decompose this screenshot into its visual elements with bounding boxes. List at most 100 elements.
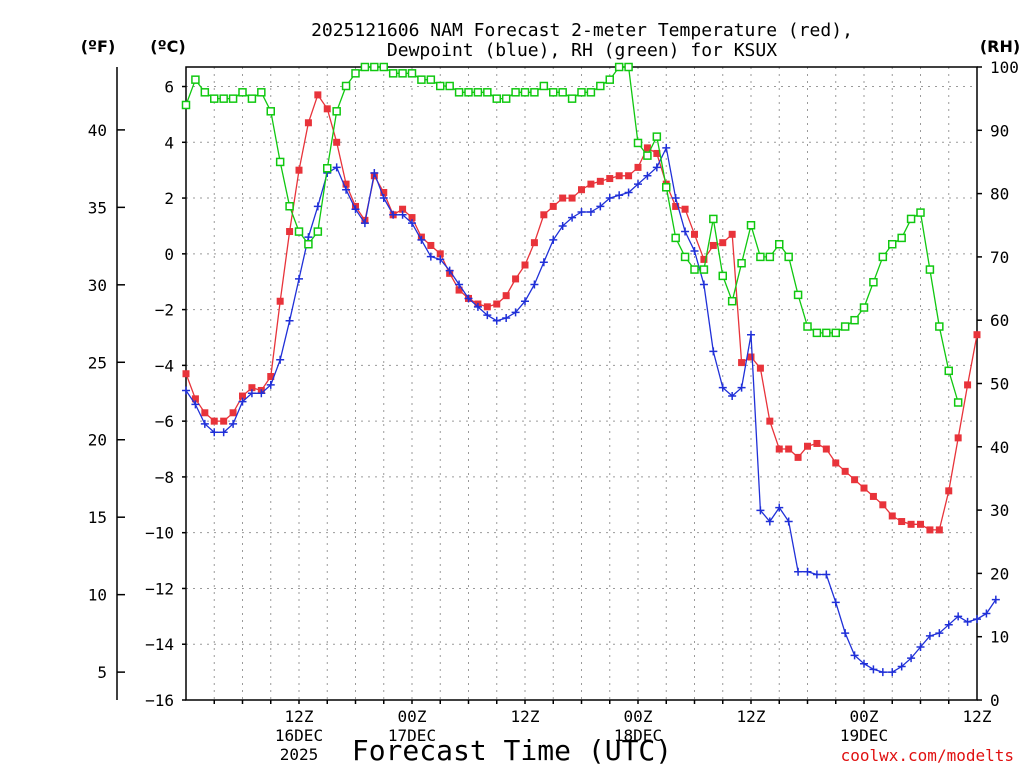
rh-point	[549, 88, 558, 97]
x-tick-label: 16DEC	[275, 726, 323, 745]
dewpoint-point	[229, 419, 238, 428]
rh-point	[718, 271, 727, 281]
dewpoint-point	[492, 316, 501, 325]
temperature-point	[267, 373, 275, 381]
temperature-point	[822, 445, 830, 453]
rh-point	[577, 88, 586, 97]
temperature-point	[229, 409, 237, 417]
dewpoint-point	[963, 617, 972, 626]
temperature-point	[860, 484, 868, 492]
temperature-point	[606, 175, 614, 183]
temperature-point	[314, 91, 322, 99]
temperature-point	[549, 202, 557, 210]
rh-point	[191, 75, 200, 84]
dewpoint-point	[304, 233, 313, 242]
dewpoint-point	[652, 163, 661, 172]
temperature-point	[785, 445, 793, 453]
dewpoint-point	[624, 188, 633, 197]
rh-point	[492, 94, 501, 103]
temperature-point	[182, 370, 190, 378]
temperature-point	[304, 119, 312, 127]
rh-point	[426, 75, 436, 84]
temperature-point	[625, 172, 633, 180]
temperature-point	[719, 239, 727, 247]
rh-point	[539, 81, 549, 91]
dewpoint-point	[568, 213, 577, 222]
temperature-point	[832, 459, 840, 467]
dewpoint-point	[530, 280, 539, 289]
rh-tick-label: 50	[990, 375, 1009, 394]
dewpoint-point	[398, 210, 407, 219]
temperature-point	[587, 180, 595, 188]
dewpoint-point	[662, 143, 671, 152]
dewpoint-point	[238, 397, 247, 406]
x-axis-title: Forecast Time (UTC)	[352, 734, 672, 767]
grid-layer	[186, 67, 977, 700]
dewpoint-point	[794, 567, 803, 576]
dewpoint-point	[897, 662, 906, 671]
rh-point	[407, 69, 417, 78]
dewpoint-point	[784, 517, 793, 526]
dewpoint-point	[756, 506, 765, 515]
temperature-point	[888, 512, 896, 520]
rh-point	[586, 88, 596, 97]
rh-point	[266, 107, 275, 116]
fahrenheit-tick-label: 10	[88, 586, 107, 605]
x-tick-label: 00Z	[850, 707, 879, 726]
celsius-tick-label: −2	[155, 301, 174, 320]
rh-point	[935, 322, 944, 331]
rh-point	[840, 322, 850, 331]
fahrenheit-tick-label: 40	[88, 121, 107, 140]
temperature-point	[775, 445, 783, 453]
dewpoint-point	[907, 654, 916, 663]
rh-point	[699, 265, 709, 274]
rh-point	[360, 62, 370, 72]
dewpoint-point	[643, 171, 652, 180]
rh-point	[454, 88, 464, 97]
rh-point	[869, 277, 878, 287]
rh-point	[370, 62, 379, 72]
dewpoint-point	[690, 247, 699, 256]
celsius-tick-label: 4	[164, 133, 174, 152]
temperature-point	[191, 395, 199, 403]
x-tick-label: 12Z	[285, 707, 314, 726]
rh-point	[925, 265, 935, 274]
rh-point	[803, 322, 812, 331]
temperature-point	[276, 297, 284, 305]
rh-point	[614, 62, 624, 72]
temperature-point	[747, 353, 755, 361]
temperature-point	[427, 241, 435, 249]
temperature-point	[248, 384, 256, 392]
rh-point	[323, 164, 332, 173]
rh-point	[567, 94, 577, 103]
dewpoint-point	[483, 311, 492, 320]
temperature-point	[898, 518, 906, 526]
x-tick-label: 12Z	[963, 707, 992, 726]
temperature-point	[559, 194, 567, 202]
temperature-point	[512, 275, 520, 283]
dewpoint-point	[615, 191, 624, 200]
temperature-point	[907, 520, 915, 528]
temperature-point	[709, 241, 717, 249]
x-tick-label: 12Z	[737, 707, 766, 726]
rh-point	[643, 151, 652, 160]
temperature-point	[738, 359, 746, 367]
rh-tick-label: 80	[990, 185, 1009, 204]
rh-point	[831, 328, 840, 338]
rh-point	[294, 227, 304, 236]
dewpoint-point	[285, 316, 294, 325]
rh-point	[313, 227, 323, 236]
temperature-point	[578, 186, 585, 194]
temperature-point	[917, 520, 924, 528]
dewpoint-point	[370, 168, 379, 177]
rh-point	[652, 132, 662, 141]
rh-tick-label: 20	[990, 564, 1009, 583]
temperature-point	[286, 228, 294, 236]
rh-point	[436, 81, 445, 91]
rh-point	[501, 94, 511, 103]
rh-point	[897, 233, 906, 243]
rh-point	[398, 69, 407, 78]
dewpoint-point	[549, 235, 558, 244]
rh-point	[388, 69, 398, 78]
celsius-tick-label: −10	[145, 524, 174, 543]
